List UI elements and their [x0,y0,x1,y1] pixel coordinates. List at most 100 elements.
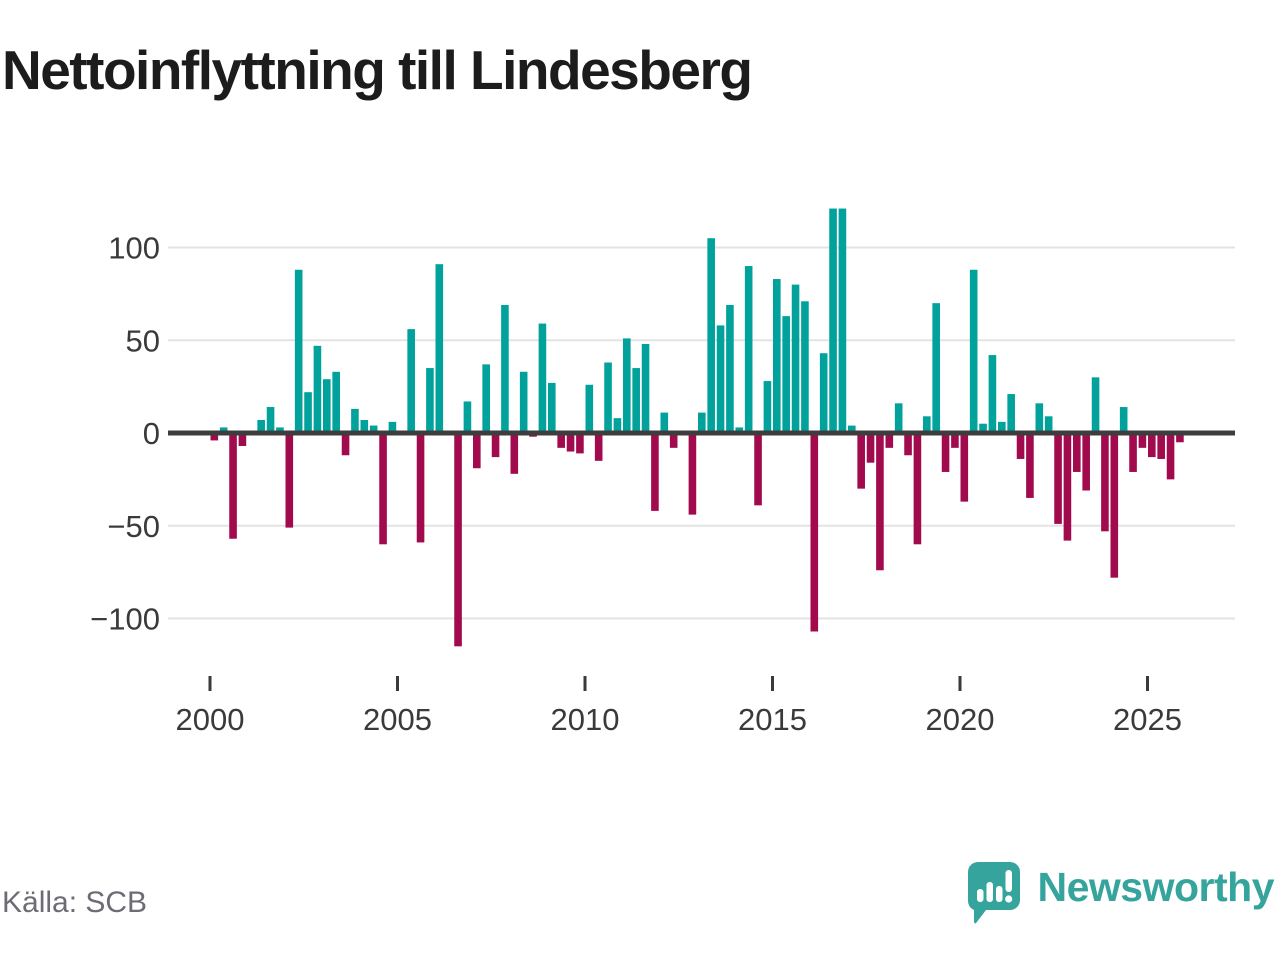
bar-2021-Q1 [998,421,1006,433]
bar-2020-Q3 [979,423,987,433]
bar-2023-Q2 [1082,433,1090,491]
y-axis-label--100: −100 [90,602,160,637]
bar-2015-Q2 [782,316,790,433]
bar-2017-Q2 [857,433,865,489]
bar-2014-Q1 [735,427,744,433]
bar-2006-Q1 [435,264,444,433]
bar-2025-Q3 [1166,433,1175,480]
bar-2011-Q3 [641,343,650,433]
bar-2001-Q3 [266,407,275,433]
brand-wordmark: Newsworthy [1037,863,1275,910]
bar-2013-Q1 [698,412,706,433]
bar-2004-Q3 [379,433,387,545]
bar-2010-Q3 [604,362,612,433]
bar-2010-Q2 [594,433,603,461]
y-axis-label-100: 100 [108,231,160,266]
bar-2021-Q3 [1016,433,1025,459]
bar-2023-Q4 [1101,433,1109,532]
gridlines [168,246,1235,620]
bar-2005-Q3 [416,433,425,543]
newsworthy-logo-icon [967,862,1020,924]
bar-2005-Q4 [426,368,434,433]
bar-2013-Q4 [726,305,734,433]
bar-2015-Q1 [773,279,781,433]
bar-2017-Q3 [866,433,875,463]
bar-2009-Q3 [566,433,575,452]
bar-2014-Q4 [763,381,772,433]
bar-2017-Q1 [848,425,856,433]
bar-2000-Q4 [238,433,247,446]
bar-2002-Q3 [304,392,312,433]
bar-2018-Q4 [913,433,922,545]
bar-2014-Q2 [744,266,753,433]
bar-2001-Q4 [276,427,284,433]
bar-2016-Q2 [819,353,828,433]
bar-2007-Q3 [491,433,500,458]
bar-2009-Q4 [576,433,584,454]
bar-2024-Q2 [1119,407,1128,433]
bar-2003-Q1 [323,379,331,433]
bar-2018-Q1 [885,433,894,448]
bar-2019-Q2 [932,303,940,433]
bar-2008-Q2 [519,371,528,433]
bar-2025-Q1 [1148,433,1156,458]
bar-2003-Q3 [341,433,350,456]
bar-2019-Q4 [951,433,959,448]
bar-2007-Q1 [473,433,481,469]
y-axis-label--50: −50 [107,509,160,544]
bars [210,208,1184,647]
bar-2004-Q1 [360,420,369,433]
x-axis-label-2020: 2020 [926,702,995,737]
bar-2011-Q4 [651,433,659,511]
bar-2010-Q1 [585,384,594,433]
bar-2023-Q3 [1091,377,1100,433]
x-axis-label-2005: 2005 [363,702,432,737]
bar-2020-Q2 [969,269,978,433]
y-axis-label-0: 0 [143,416,160,451]
bar-2019-Q1 [923,416,931,433]
bar-2000-Q2 [219,427,228,433]
bar-2009-Q2 [557,433,565,448]
bar-2011-Q1 [623,338,631,433]
bar-2000-Q3 [229,433,237,539]
source-label: Källa: SCB [2,886,148,919]
bar-2002-Q1 [285,433,294,528]
bar-2004-Q2 [369,425,378,433]
x-axis-label-2000: 2000 [176,702,245,737]
axes: 100 50 0 −50 −100 2000 2005 2010 2015 2020 2025 [90,231,1235,737]
bar-2010-Q4 [613,418,622,433]
bar-2023-Q1 [1073,433,1081,472]
bar-2014-Q3 [754,433,762,506]
bar-2009-Q1 [548,382,556,433]
bar-2013-Q2 [707,238,715,433]
bar-2015-Q3 [791,284,800,433]
bar-2020-Q1 [960,433,969,502]
bar-2012-Q4 [688,433,697,515]
bar-2013-Q3 [716,325,725,433]
bar-2003-Q2 [332,371,340,433]
bar-2025-Q4 [1176,433,1184,443]
bar-2021-Q4 [1026,433,1034,498]
bar-2006-Q4 [463,401,472,433]
bar-2012-Q1 [660,412,669,433]
x-axis-label-2025: 2025 [1113,702,1182,737]
bar-2024-Q1 [1110,433,1119,578]
bar-2020-Q4 [988,355,997,433]
bar-2004-Q4 [388,421,397,433]
bar-2007-Q2 [482,364,490,433]
bar-2016-Q3 [829,208,837,433]
bar-2005-Q2 [407,329,415,433]
brand-lockup: Newsworthy [966,860,1275,928]
bar-2008-Q4 [538,323,547,433]
bar-2022-Q4 [1063,433,1072,541]
bar-2022-Q1 [1035,403,1044,433]
bar-2018-Q2 [894,403,903,433]
bar-2012-Q2 [669,433,678,448]
x-axis-label-2015: 2015 [738,702,807,737]
bar-2000-Q1 [210,433,219,441]
bar-2022-Q3 [1054,433,1062,524]
bar-2016-Q1 [810,433,819,632]
bar-2021-Q2 [1007,394,1015,433]
bar-2022-Q2 [1044,416,1053,433]
